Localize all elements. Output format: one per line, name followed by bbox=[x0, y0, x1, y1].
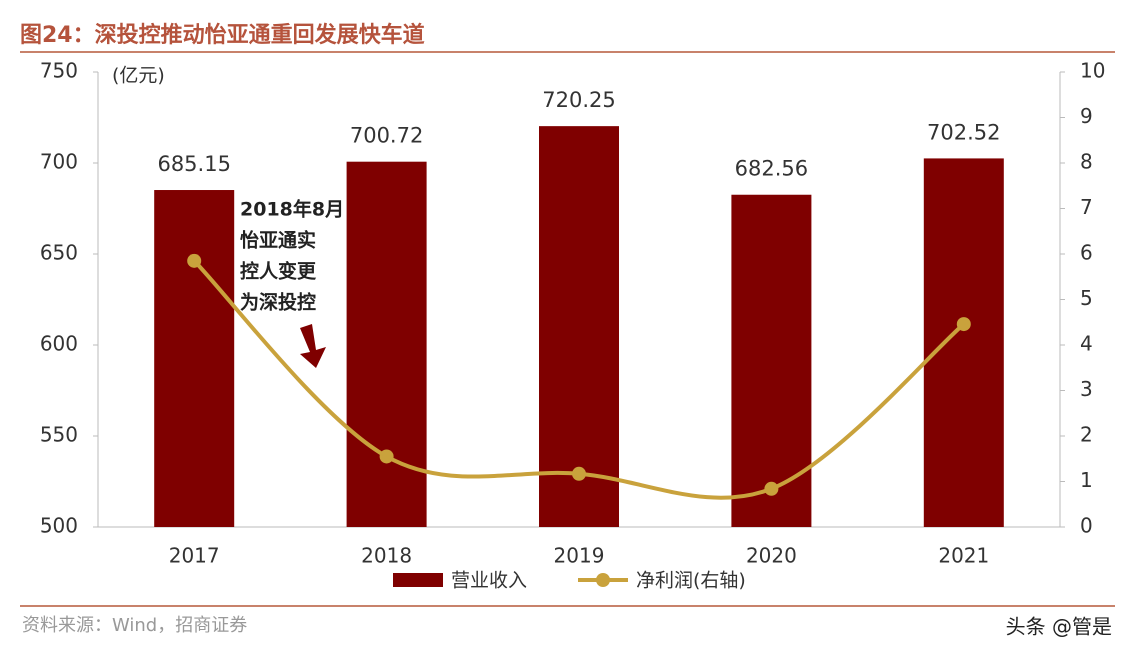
bar bbox=[539, 126, 619, 528]
y2-tick-label: 3 bbox=[1080, 377, 1093, 401]
source: 资料来源：Wind，招商证券 bbox=[22, 615, 247, 636]
annotation: 怡亚通实 bbox=[240, 229, 316, 252]
annotation-arrow bbox=[300, 324, 326, 368]
line-marker bbox=[956, 317, 971, 332]
bar bbox=[346, 161, 427, 527]
y-tick-label: 650 bbox=[40, 241, 78, 265]
x-tick-label: 2019 bbox=[554, 544, 605, 568]
y-tick-label: 550 bbox=[40, 423, 78, 447]
line-marker bbox=[572, 466, 586, 481]
legend-swatch bbox=[596, 573, 610, 587]
data-label: 685.15 bbox=[157, 152, 230, 176]
y2-tick-label: 4 bbox=[1080, 332, 1093, 356]
data-label: 702.52 bbox=[927, 120, 1000, 144]
bar bbox=[154, 190, 235, 528]
annotation: 2018年8月 bbox=[240, 198, 344, 221]
y2-tick-label: 5 bbox=[1080, 286, 1093, 310]
bar bbox=[923, 158, 1004, 527]
chart-title: 图24：深投控推动怡亚通重回发展快车道 bbox=[20, 22, 425, 48]
line-marker bbox=[379, 449, 394, 464]
y2-tick-label: 1 bbox=[1080, 468, 1093, 492]
y2-tick-label: 8 bbox=[1080, 150, 1093, 174]
y2-tick-label: 0 bbox=[1080, 514, 1093, 538]
y-tick-label: 500 bbox=[40, 514, 78, 538]
y-tick-label: 750 bbox=[40, 59, 78, 83]
x-tick-label: 2017 bbox=[169, 544, 220, 568]
y-tick-label: 600 bbox=[40, 332, 78, 356]
x-tick-label: 2020 bbox=[746, 544, 797, 568]
data-label: 720.25 bbox=[542, 88, 615, 112]
y-tick-label: 700 bbox=[40, 150, 78, 174]
legend-label: 净利润(右轴) bbox=[636, 570, 746, 592]
y2-tick-label: 7 bbox=[1080, 195, 1093, 219]
bar bbox=[731, 194, 812, 528]
x-tick-label: 2018 bbox=[361, 544, 412, 568]
watermark: 头条 @管是 bbox=[1006, 615, 1112, 639]
y2-tick-label: 2 bbox=[1080, 423, 1093, 447]
line-marker bbox=[187, 253, 202, 268]
y2-tick-label: 6 bbox=[1080, 241, 1093, 265]
x-tick-label: 2021 bbox=[938, 544, 989, 568]
line-marker bbox=[764, 481, 779, 496]
y2-tick-label: 10 bbox=[1080, 59, 1105, 83]
data-label: 700.72 bbox=[350, 124, 423, 148]
legend-label: 营业收入 bbox=[451, 570, 527, 592]
data-label: 682.56 bbox=[735, 157, 808, 181]
y2-tick-label: 9 bbox=[1080, 104, 1093, 128]
annotation: 控人变更 bbox=[240, 260, 317, 283]
y-axis-label: (亿元) bbox=[112, 65, 165, 87]
legend-swatch bbox=[393, 573, 443, 587]
annotation: 为深投控 bbox=[240, 291, 316, 314]
